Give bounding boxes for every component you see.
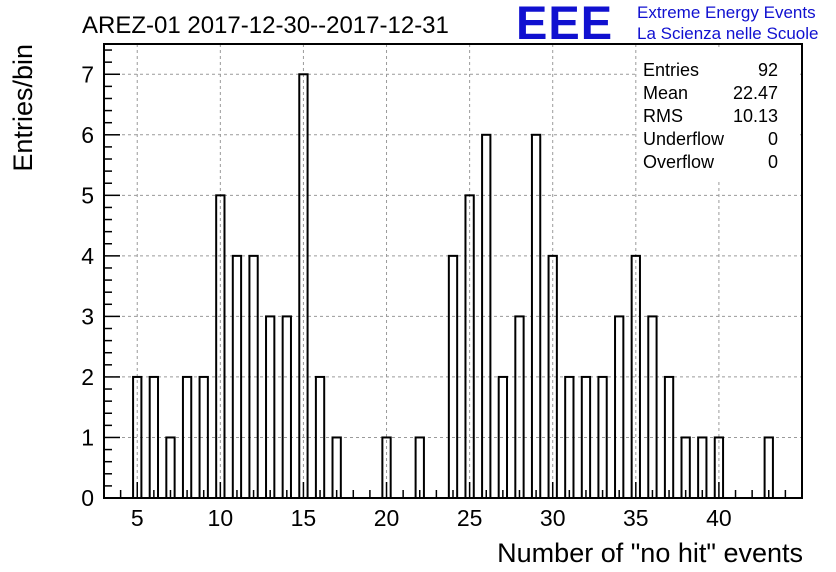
histogram-bars [132,73,774,500]
y-axis-title: Entries/bin [8,44,38,172]
x-tick-label: 5 [131,505,144,531]
y-tick-label: 2 [81,364,94,390]
eee-logo: EEE Extreme Energy Events La Scienza nel… [516,0,818,49]
chart-title: AREZ-01 2017-12-30--2017-12-31 [82,12,449,39]
x-tick-label: 25 [457,505,483,531]
stats-label: Underflow [643,129,725,149]
logo-line-1: Extreme Energy Events [637,3,816,22]
stats-value: 0 [768,129,778,149]
stats-value: 22.47 [733,83,778,103]
y-tick-label: 1 [81,424,94,450]
y-tick-label: 4 [81,243,94,269]
y-tick-label: 7 [81,61,94,87]
stats-label: Mean [643,83,688,103]
stats-box: Entries 92 Mean 22.47 RMS 10.13 Underflow 0 Over… [638,50,798,181]
y-tick-label: 3 [81,303,94,329]
stats-value: 10.13 [733,106,778,126]
eee-logo-mark: EEE [516,0,613,49]
x-axis-title: Number of "no hit" events [497,538,803,568]
stats-label: Overflow [643,152,715,172]
x-tick-label: 10 [208,505,234,531]
x-tick-label: 20 [374,505,400,531]
y-tick-label: 0 [81,485,94,511]
y-tick-label: 5 [81,182,94,208]
plot-frame [103,43,803,499]
stats-value: 92 [758,60,778,80]
x-tick-label: 35 [623,505,649,531]
y-tick-label: 6 [81,122,94,148]
stats-value: 0 [768,152,778,172]
x-tick-label: 15 [291,505,317,531]
stats-label: Entries [643,60,699,80]
stats-box-background [638,50,798,181]
axis-ticks: 5 10 15 20 25 30 35 40 0 1 2 3 4 5 6 7 [81,49,803,531]
x-tick-label: 40 [706,505,732,531]
stats-label: RMS [643,106,683,126]
logo-line-2: La Scienza nelle Scuole [637,24,818,43]
x-tick-label: 30 [540,505,566,531]
